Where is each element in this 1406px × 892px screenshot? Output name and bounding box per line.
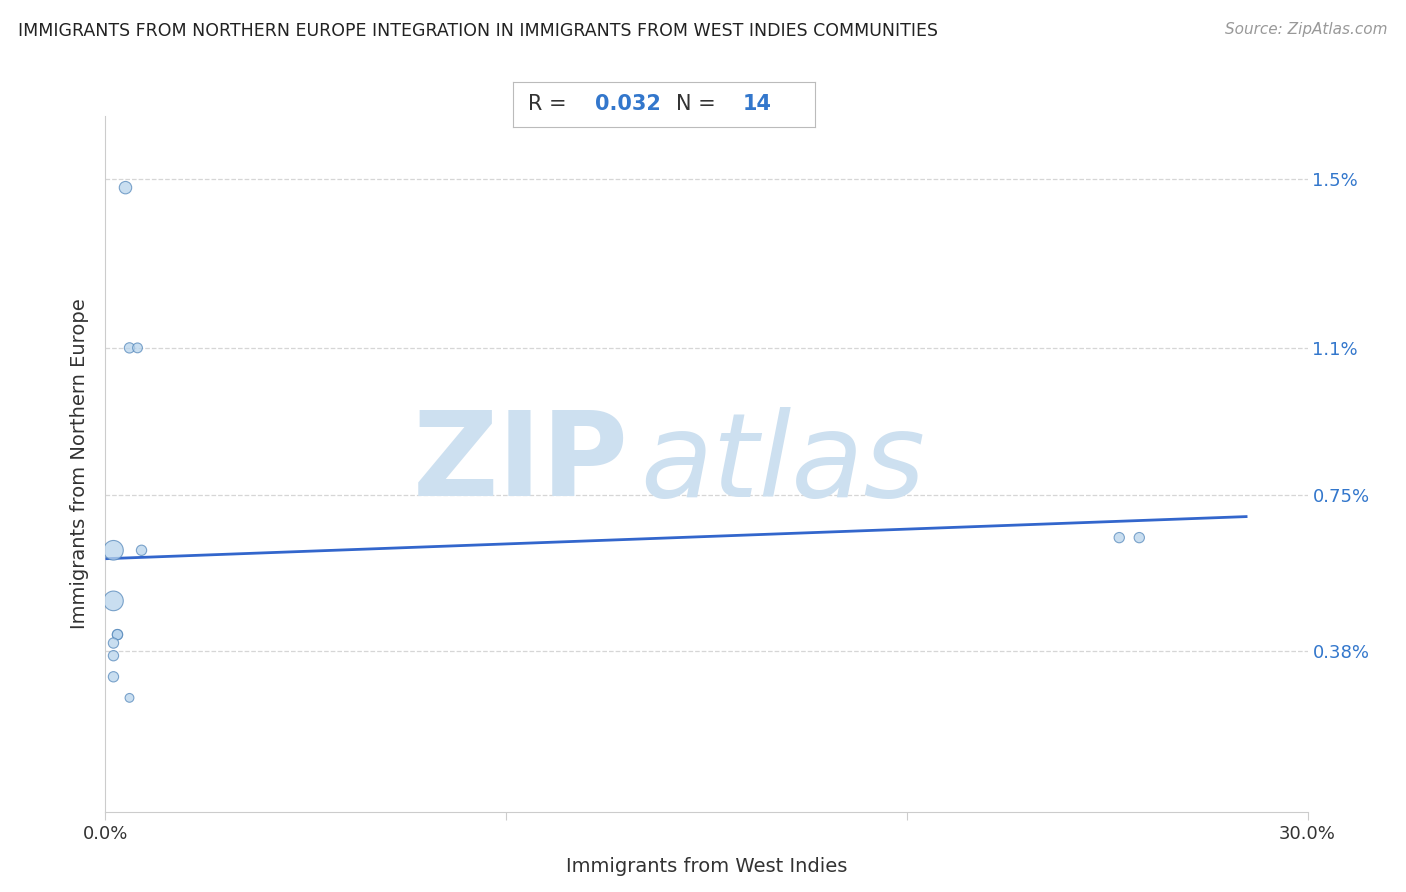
Point [103,594,125,608]
Point [107,627,129,641]
Text: 14: 14 [742,95,772,114]
Point [1128,531,1150,545]
Point [103,636,125,650]
Text: Source: ZipAtlas.com: Source: ZipAtlas.com [1225,22,1388,37]
Text: ZIP: ZIP [412,407,628,521]
Point [1108,531,1130,545]
Point [107,627,129,641]
Text: atlas: atlas [640,407,925,521]
Point [103,543,125,558]
Point [103,670,125,684]
Point [103,648,125,663]
Text: N =: N = [676,95,723,114]
X-axis label: Immigrants from West Indies: Immigrants from West Indies [565,857,848,876]
Y-axis label: Immigrants from Northern Europe: Immigrants from Northern Europe [70,299,89,629]
Point [131,543,153,558]
Point [127,341,149,355]
Point [118,341,141,355]
Point [118,690,141,705]
Point [114,180,136,194]
Text: 0.032: 0.032 [595,95,661,114]
Text: R =: R = [529,95,574,114]
Text: IMMIGRANTS FROM NORTHERN EUROPE INTEGRATION IN IMMIGRANTS FROM WEST INDIES COMMU: IMMIGRANTS FROM NORTHERN EUROPE INTEGRAT… [18,22,938,40]
